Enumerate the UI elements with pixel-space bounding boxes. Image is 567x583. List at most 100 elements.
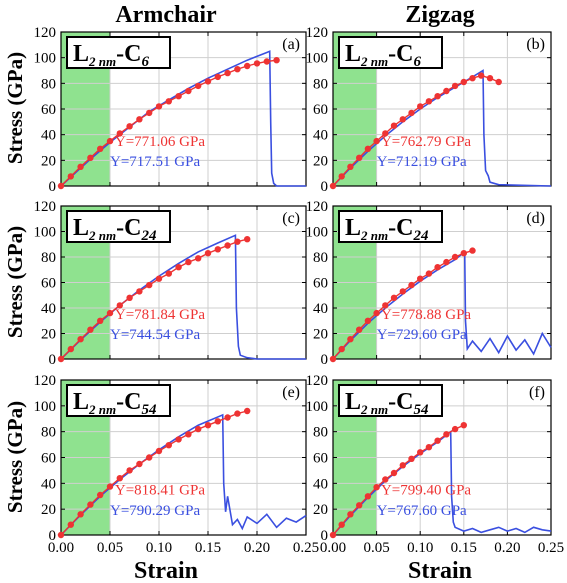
sample-label-box	[66, 384, 171, 417]
series-fit-point	[224, 242, 231, 249]
sample-label-box	[66, 36, 171, 69]
series-fit-point	[460, 250, 467, 257]
y-tick-label: 0	[49, 179, 57, 195]
series-fit-point	[136, 116, 143, 123]
series-fit-point	[224, 69, 231, 77]
y-tick-label: 120	[306, 25, 329, 41]
series-fit-point	[347, 163, 354, 170]
series-fit-point	[390, 469, 398, 477]
y-tick-label: 100	[34, 225, 57, 241]
y-tick-label: 80	[41, 250, 56, 266]
series-fit-point	[425, 270, 433, 277]
series-fit-point	[273, 57, 280, 64]
x-tick-label: 0.15	[451, 540, 477, 556]
sample-label-box	[338, 384, 443, 417]
panel-label: (a)	[282, 36, 300, 53]
series-fit-point	[155, 447, 163, 455]
series-fit-point	[486, 75, 494, 82]
y-tick-label: 100	[34, 399, 57, 415]
series-fit-point	[175, 436, 182, 443]
chart-panel-b: 0 20 40 60 80 100 120 Y=762.79 GPa Y=712.19 GPa (…	[306, 25, 552, 195]
y-tick-label: 0	[49, 528, 57, 544]
series-fit-point	[126, 123, 133, 130]
column-title-zigzag: Zigzag	[405, 2, 474, 28]
series-fit-point	[87, 326, 94, 333]
ylabel-row-2: Stress (GPa)	[3, 226, 27, 338]
series-fit-point	[451, 425, 459, 433]
annotation-red: Y=771.06 GPa	[115, 134, 205, 150]
x-tick-label: 0.00	[48, 540, 74, 556]
y-tick-label: 100	[34, 51, 57, 67]
y-tick-label: 40	[41, 128, 56, 144]
series-fit-point	[165, 270, 172, 277]
sample-label-box	[338, 36, 443, 69]
series-fit-point	[434, 93, 441, 100]
series-fit-point	[495, 78, 502, 86]
series-fit-point	[425, 444, 433, 451]
chart-panel-e: 0 20 40 60 80 100 120 0.00 0.05 0.10 0.15 0.20 0.25 Y…	[34, 373, 320, 556]
series-fit-point	[253, 60, 261, 67]
series-fit-point	[399, 288, 406, 295]
series-fit-point	[244, 407, 251, 415]
y-tick-label: 40	[41, 301, 56, 317]
series-fit-point	[356, 502, 363, 509]
series-fit-point	[77, 511, 84, 518]
series-fit-point	[399, 116, 406, 123]
y-tick-label: 40	[41, 476, 56, 492]
series-fit-point	[116, 475, 124, 482]
series-fit-point	[263, 58, 270, 65]
series-fit-point	[443, 258, 450, 266]
y-tick-label: 100	[306, 399, 329, 415]
series-fit-point	[195, 255, 202, 262]
series-fit-point	[382, 476, 389, 483]
series-md-line	[332, 250, 552, 360]
series-fit-point	[234, 66, 241, 73]
series-fit-point	[136, 460, 143, 468]
series-fit-point	[195, 425, 202, 433]
y-tick-label: 60	[313, 102, 328, 118]
annotation-red: Y=762.79 GPa	[381, 134, 471, 150]
sample-label: L2 nm-C6	[345, 41, 421, 70]
y-tick-label: 120	[34, 373, 57, 389]
y-tick-label: 60	[41, 102, 56, 118]
series-fit-point	[244, 62, 251, 70]
series-fit-point	[234, 410, 241, 417]
sample-label: L2 nm-C24	[345, 215, 429, 244]
y-tick-label: 100	[306, 225, 329, 241]
series-fit-point	[204, 422, 212, 429]
chart-panel-a: 0 20 40 60 80 100 120 Y=771.06 GPa Y=717.51 GPa (…	[34, 25, 307, 195]
series-fit-point	[399, 462, 406, 469]
annotation-blue: Y=712.19 GPa	[377, 154, 467, 170]
series-fit-point	[165, 442, 172, 449]
series-fit-point	[204, 250, 212, 257]
series-fit-point	[460, 78, 467, 86]
series-fit-point	[136, 288, 143, 295]
panel-label: (c)	[282, 210, 300, 227]
y-tick-label: 0	[321, 528, 329, 544]
y-tick-label: 60	[41, 276, 56, 292]
sample-label: L2 nm-C6	[73, 41, 149, 70]
xlabel-left: Strain	[134, 558, 198, 583]
chart-panel-d: 0 20 40 60 80 100 120 Y=778.88 GPa Y=729.60 GPa (…	[306, 199, 552, 368]
series-fit-point	[146, 109, 153, 117]
series-fit-point	[329, 182, 337, 190]
x-tick-label: 0.05	[97, 540, 123, 556]
y-tick-label: 60	[41, 451, 56, 467]
series-fit-point	[126, 294, 133, 301]
series-fit-point	[106, 137, 114, 145]
series-fit-point	[417, 103, 424, 110]
series-fit-point	[116, 302, 124, 309]
y-tick-label: 120	[306, 373, 329, 389]
annotation-blue: Y=744.54 GPa	[110, 327, 200, 343]
y-tick-label: 20	[313, 327, 328, 343]
series-fit-point	[214, 246, 221, 253]
series-fit-point	[451, 253, 459, 261]
series-fit-point	[175, 93, 182, 100]
series-fit-point	[185, 87, 192, 95]
y-tick-label: 40	[313, 128, 328, 144]
series-fit-point	[97, 317, 104, 324]
series-fit-point	[347, 511, 354, 518]
y-tick-label: 60	[313, 276, 328, 292]
series-fit-point	[364, 317, 372, 324]
